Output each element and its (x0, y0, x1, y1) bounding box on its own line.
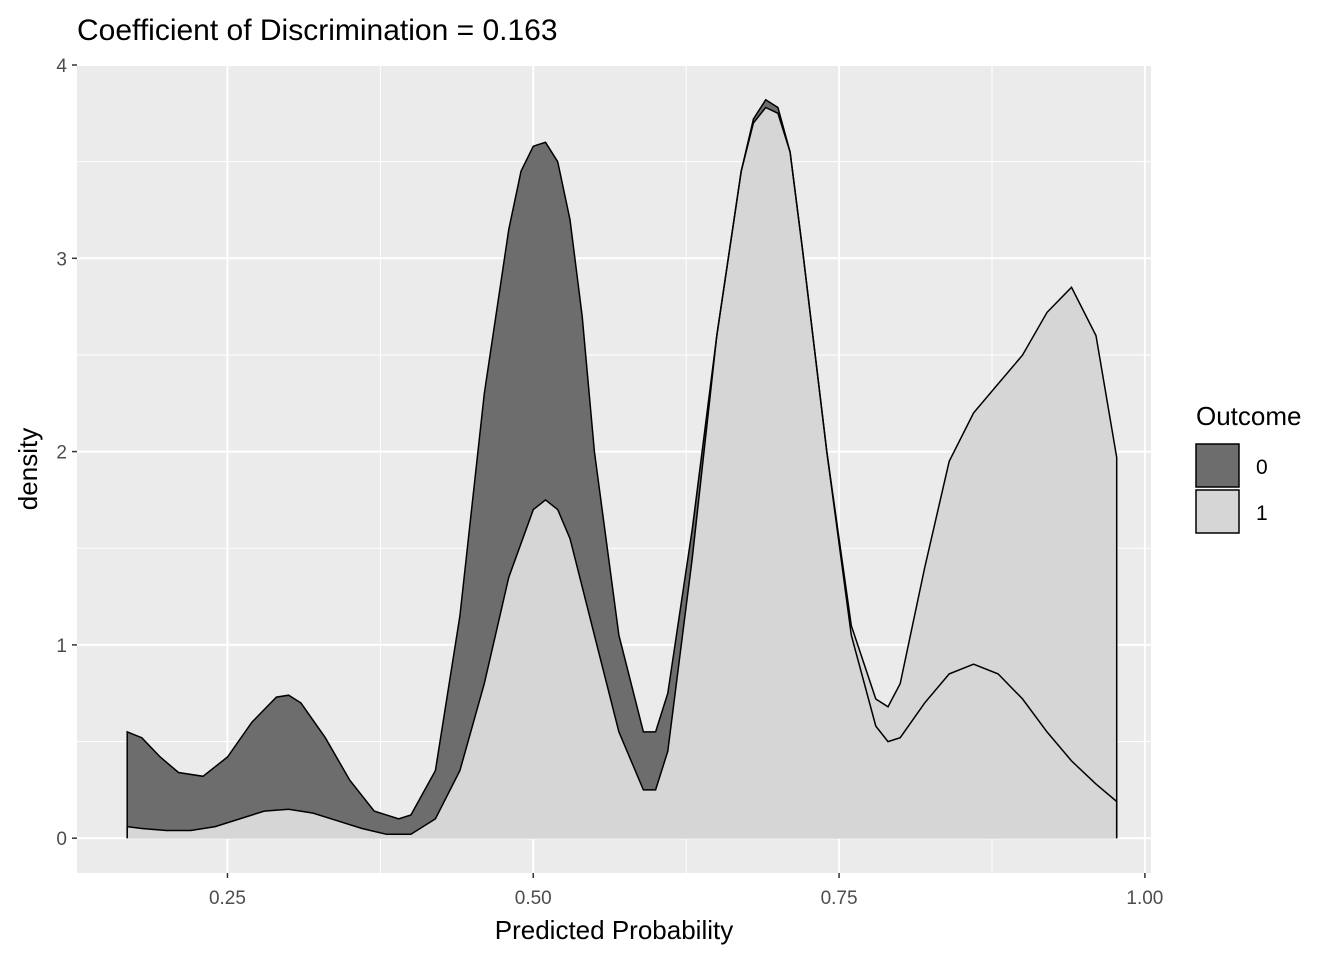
density-areas (126, 98, 1118, 839)
legend-key-0 (1195, 443, 1240, 488)
y-axis-title: density (13, 428, 43, 510)
chart-title: Coefficient of Discrimination = 0.163 (77, 14, 558, 47)
x-tick-label: 1.00 (1126, 888, 1163, 909)
x-tick-label: 0.50 (515, 888, 552, 909)
legend-label-0: 0 (1256, 456, 1268, 479)
y-tick-label: 4 (56, 56, 67, 77)
x-axis-title: Predicted Probability (495, 915, 733, 945)
y-tick-label: 3 (56, 249, 67, 270)
y-tick-label: 1 (56, 636, 67, 657)
x-tick-label: 0.75 (821, 888, 858, 909)
legend-key-1 (1195, 489, 1240, 534)
y-tick-label: 0 (56, 829, 67, 850)
y-axis: 0 1 2 3 4 (56, 56, 77, 850)
y-tick-label: 2 (56, 443, 67, 464)
x-axis: 0.25 0.50 0.75 1.00 (209, 873, 1163, 909)
x-tick-label: 0.25 (209, 888, 246, 909)
legend: Outcome 0 1 (1195, 401, 1302, 534)
density-area-outcome-1 (127, 107, 1117, 839)
legend-title: Outcome (1196, 401, 1302, 431)
density-line-outcome-0 (126, 98, 1118, 839)
density-line-outcome-1 (126, 106, 1118, 839)
legend-label-1: 1 (1256, 502, 1268, 525)
